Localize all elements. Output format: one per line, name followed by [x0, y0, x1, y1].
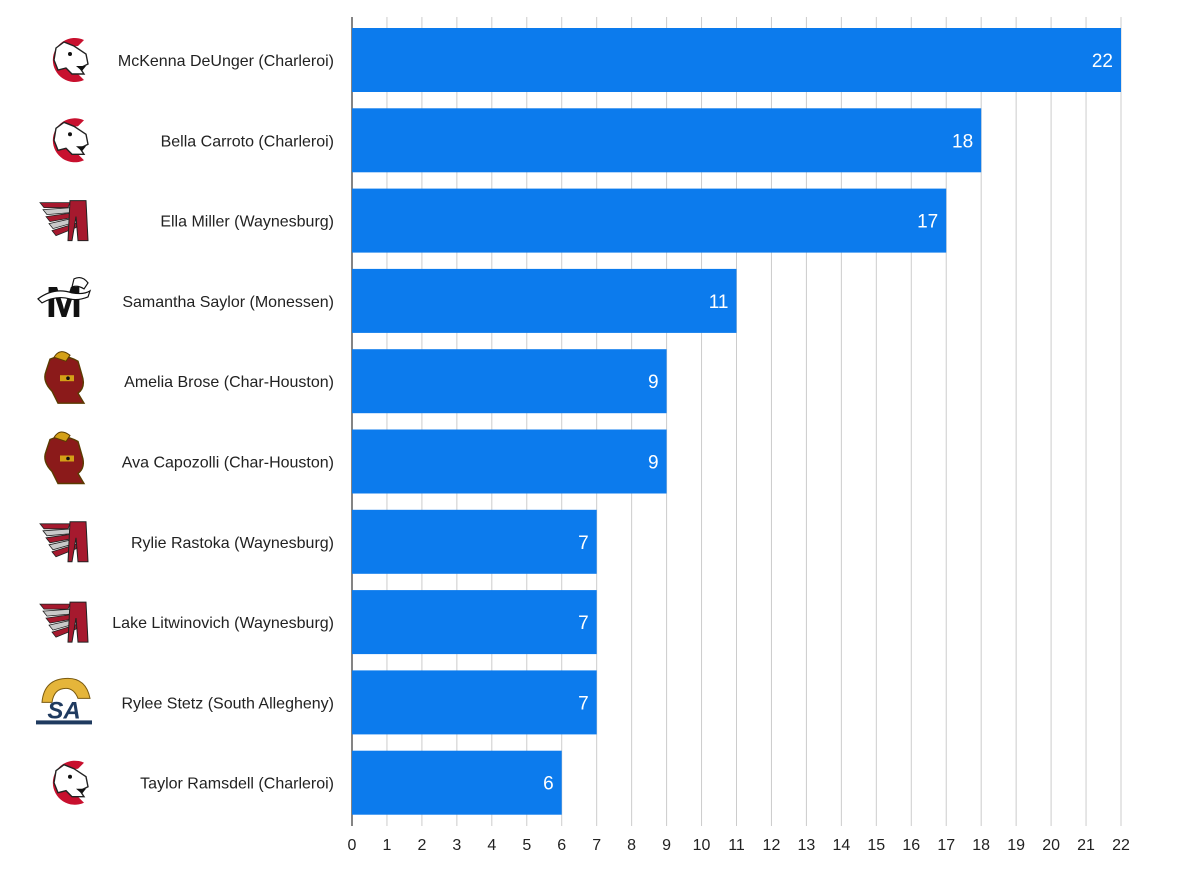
x-tick-label: 7: [592, 837, 601, 854]
bar-value-label: 18: [952, 131, 973, 152]
bar-value-label: 7: [578, 613, 589, 634]
bar-value-label: 6: [543, 774, 554, 795]
bar: [352, 188, 947, 253]
x-tick-label: 5: [522, 837, 531, 854]
category-label: Rylee Stetz (South Allegheny): [121, 695, 334, 712]
bar: [352, 349, 667, 414]
panther-m-icon: M: [37, 276, 92, 327]
x-tick-label: 19: [1007, 837, 1025, 854]
x-tick-label: 1: [383, 837, 392, 854]
x-tick-label: 22: [1112, 837, 1130, 854]
bar-value-label: 9: [648, 372, 659, 393]
bar-value-label: 11: [709, 292, 729, 313]
bar-value-label: 22: [1092, 51, 1113, 72]
raider-icon: [39, 521, 89, 563]
x-tick-label: 10: [693, 837, 711, 854]
x-tick-label: 20: [1042, 837, 1060, 854]
bar: [352, 750, 562, 815]
x-tick-label: 13: [798, 837, 816, 854]
bar: [352, 590, 597, 655]
x-tick-label: 15: [867, 837, 885, 854]
x-tick-label: 6: [557, 837, 566, 854]
bar-value-label: 7: [578, 533, 589, 554]
bar: [352, 429, 667, 494]
x-tick-label: 12: [763, 837, 781, 854]
gladiator-icon: [44, 431, 86, 485]
raider-icon: [39, 601, 89, 643]
category-label: Amelia Brose (Char-Houston): [124, 374, 334, 391]
gladiator-icon: [44, 351, 86, 404]
bar: [352, 28, 1121, 92]
category-label: Taylor Ramsdell (Charleroi): [140, 776, 334, 793]
x-tick-label: 16: [902, 837, 920, 854]
category-label: Ella Miller (Waynesburg): [160, 214, 334, 231]
bar-value-label: 9: [648, 453, 659, 474]
bar: [352, 509, 597, 574]
category-label: McKenna DeUnger (Charleroi): [118, 53, 334, 70]
x-tick-label: 3: [452, 837, 461, 854]
x-tick-label: 21: [1077, 837, 1095, 854]
cougar-icon: [52, 760, 89, 805]
x-tick-label: 8: [627, 837, 636, 854]
category-label: Ava Capozolli (Char-Houston): [122, 455, 334, 472]
x-tick-label: 18: [972, 837, 990, 854]
bar: [352, 268, 737, 333]
category-label: Bella Carroto (Charleroi): [161, 133, 334, 150]
cougar-icon: [52, 118, 89, 163]
x-tick-label: 17: [937, 837, 955, 854]
x-tick-label: 2: [417, 837, 426, 854]
category-label: Rylie Rastoka (Waynesburg): [131, 535, 334, 552]
x-tick-label: 11: [728, 837, 745, 854]
x-tick-label: 9: [662, 837, 671, 854]
bar: [352, 670, 597, 735]
x-tick-label: 14: [832, 837, 850, 854]
bars: 22 18 17 11 9 9 7 7 7 6: [352, 28, 1121, 815]
team-logos: M SA: [36, 38, 92, 805]
x-tick-label: 4: [487, 837, 496, 854]
x-axis: 0 1 2 3 4 5 6 7 8 9 10 11 12 13 14 15 16 17 18 19 20 21 22: [348, 837, 1130, 854]
svg-text:SA: SA: [47, 697, 80, 724]
bar: [352, 108, 982, 173]
bar-value-label: 17: [917, 212, 938, 233]
sa-icon: SA: [36, 677, 92, 725]
x-tick-label: 0: [348, 837, 357, 854]
category-label: Samantha Saylor (Monessen): [122, 294, 334, 311]
bar-value-label: 7: [578, 693, 589, 714]
category-labels: McKenna DeUnger (Charleroi) Bella Carroto…: [112, 53, 334, 793]
raider-icon: [39, 200, 89, 242]
cougar-icon: [52, 38, 89, 82]
category-label: Lake Litwinovich (Waynesburg): [112, 615, 334, 632]
